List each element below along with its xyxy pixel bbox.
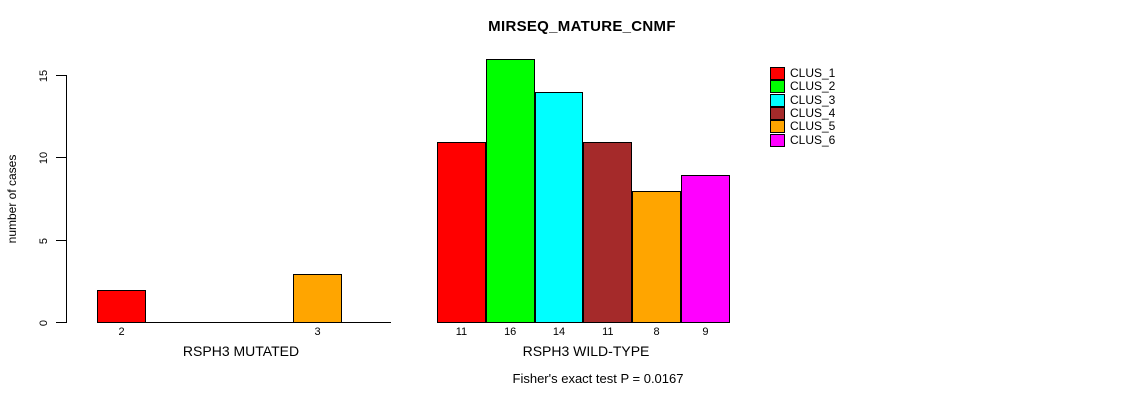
bar-value-label: 16 [504,326,517,338]
zero-height-bar [195,322,244,323]
zero-height-bar [146,322,195,323]
legend-swatch [770,133,785,147]
legend-swatch [770,120,785,134]
legend-swatch [770,93,785,107]
zero-height-bar [342,322,391,323]
bar-value-label: 3 [314,326,321,338]
y-tick-label: 10 [38,151,50,165]
bar [437,141,486,323]
legend-label: CLUS_2 [790,79,836,94]
bar-value-label: 9 [702,326,709,338]
legend-label: CLUS_1 [790,66,836,80]
bar [293,273,342,323]
bar [97,290,146,323]
zero-height-bar [244,322,293,323]
legend-label: CLUS_6 [790,132,836,147]
bar-value-label: 8 [653,326,660,338]
y-tick [56,239,67,241]
legend-label: CLUS_4 [790,105,836,120]
y-tick [56,74,67,76]
legend-label: CLUS_3 [790,92,836,107]
y-tick-label: 5 [38,237,50,244]
chart-title: MIRSEQ_MATURE_CNMF [488,18,676,35]
y-tick [56,157,67,158]
bar [632,191,681,323]
x-axis-label-mutated: RSPH3 MUTATED [182,343,300,359]
y-axis-line [66,75,67,323]
legend-swatch [770,67,785,80]
bar [534,92,584,323]
legend-swatch [770,106,785,120]
y-tick-label: 0 [38,319,50,327]
bar-value-label: 11 [455,326,468,338]
bar-value-label: 14 [552,326,566,338]
y-tick-label: 15 [38,69,50,82]
bar [583,141,633,323]
y-tick [56,322,67,323]
bar [681,174,730,323]
x-axis-label-wild-type: RSPH3 WILD-TYPE [522,343,650,359]
fisher-test-annotation: Fisher's exact test P = 0.0167 [512,371,684,386]
bar [485,59,535,323]
bar-value-label: 11 [602,326,614,338]
legend-swatch [770,80,785,94]
legend-label: CLUS_5 [790,119,836,134]
y-axis-label: number of cases [5,154,19,244]
bar-value-label: 2 [118,326,125,338]
